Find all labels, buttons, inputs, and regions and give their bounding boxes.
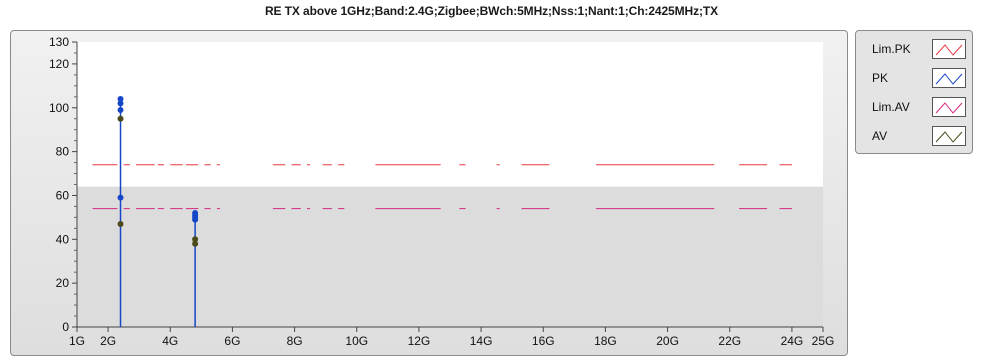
x-tick-label: 16G bbox=[532, 334, 555, 348]
legend-swatch-line-lim-av bbox=[935, 101, 963, 114]
x-tick-label: 6G bbox=[224, 334, 240, 348]
x-tick-label: 12G bbox=[408, 334, 431, 348]
legend-swatch-lim-pk bbox=[932, 38, 966, 59]
x-tick-label: 10G bbox=[345, 334, 368, 348]
marker-av bbox=[192, 236, 199, 243]
marker-av bbox=[117, 220, 124, 227]
y-tick-label: 0 bbox=[62, 320, 69, 334]
y-tick-label: 80 bbox=[56, 145, 70, 159]
legend-swatch-av bbox=[932, 125, 966, 146]
x-tick-label: 14G bbox=[470, 334, 493, 348]
x-tick-label: 4G bbox=[162, 334, 178, 348]
legend-label-pk: PK bbox=[872, 70, 889, 85]
x-tick-label: 24G bbox=[781, 334, 804, 348]
chart-title: RE TX above 1GHz;Band:2.4G;Zigbee;BWch:5… bbox=[264, 4, 719, 18]
marker-pk bbox=[117, 106, 124, 113]
plot-background-upper bbox=[77, 42, 823, 187]
legend-label-av: AV bbox=[872, 128, 888, 143]
legend-swatch-line-lim-pk bbox=[935, 43, 963, 56]
y-tick-label: 60 bbox=[56, 188, 70, 202]
legend-item-pk[interactable]: PK bbox=[860, 63, 968, 92]
x-tick-label: 25G bbox=[812, 334, 835, 348]
plot-area: 0 20 40 60 80 100 120 130 1G 2G 4G 6G 8G 10G 12G 14G 16… bbox=[49, 35, 835, 348]
x-tick-label: 8G bbox=[287, 334, 303, 348]
plot-background-lower bbox=[77, 186, 823, 327]
y-tick-label: 130 bbox=[49, 35, 69, 49]
legend-label-lim-pk: Lim.PK bbox=[872, 41, 911, 56]
legend-swatch-pk bbox=[932, 67, 966, 88]
marker-av bbox=[117, 115, 124, 122]
x-tick-label: 18G bbox=[594, 334, 617, 348]
data-markers bbox=[117, 96, 199, 247]
stem-lines bbox=[119, 99, 196, 327]
legend-item-av[interactable]: AV bbox=[860, 121, 968, 150]
legend-item-lim-pk[interactable]: Lim.PK bbox=[860, 34, 968, 63]
x-tick-label: 1G bbox=[69, 334, 85, 348]
marker-pk bbox=[117, 96, 124, 102]
legend-swatch-lim-av bbox=[932, 96, 966, 117]
y-axis: 0 20 40 60 80 100 120 130 bbox=[49, 35, 78, 334]
legend[interactable]: Lim.PK PK Lim.AV AV bbox=[855, 30, 973, 154]
x-tick-label: 22G bbox=[718, 334, 741, 348]
legend-label-lim-av: Lim.AV bbox=[872, 99, 910, 114]
y-tick-label: 100 bbox=[49, 101, 69, 115]
x-tick-label: 20G bbox=[656, 334, 679, 348]
chart-frame: 0 20 40 60 80 100 120 130 1G 2G 4G 6G 8G 10G 12G 14G 16… bbox=[10, 30, 848, 356]
y-tick-label: 120 bbox=[49, 57, 69, 71]
marker-pk bbox=[192, 216, 199, 223]
marker-pk bbox=[117, 194, 124, 201]
x-tick-label: 2G bbox=[100, 334, 116, 348]
y-tick-label: 20 bbox=[56, 276, 70, 290]
marker-pk bbox=[117, 100, 124, 107]
limit-lines bbox=[92, 164, 792, 210]
y-tick-label: 40 bbox=[56, 232, 70, 246]
legend-swatch-line-av bbox=[935, 130, 963, 143]
x-axis: 1G 2G 4G 6G 8G 10G 12G 14G 16G 18G 20G 22G 24G 25G bbox=[69, 326, 835, 348]
legend-swatch-line-pk bbox=[935, 72, 963, 85]
marker-av bbox=[192, 240, 199, 247]
legend-item-lim-av[interactable]: Lim.AV bbox=[860, 92, 968, 121]
